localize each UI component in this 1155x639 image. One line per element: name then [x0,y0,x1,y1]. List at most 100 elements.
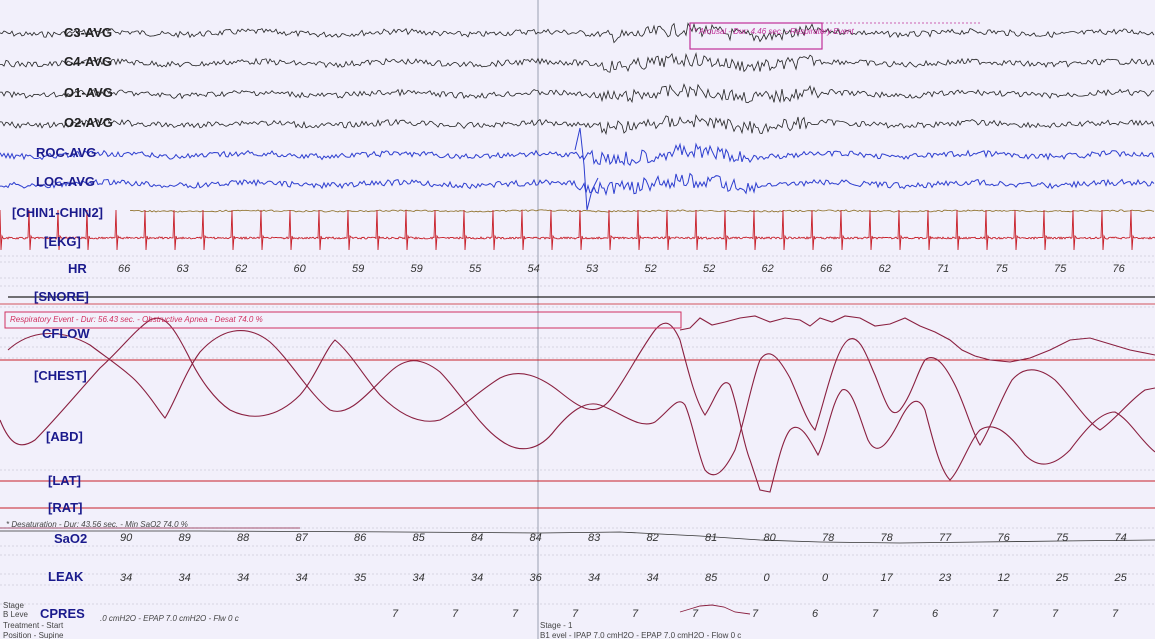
cpres-value: 6 [932,608,939,620]
leak-value: 34 [120,572,132,584]
channel-label-roc[interactable]: ROC-AVG [36,145,96,160]
leak-value: 34 [588,572,600,584]
sao2-value: 85 [413,532,426,544]
cpres-value: 7 [872,608,879,620]
footer-stage-label: Stage [3,601,24,610]
cflow-trace [679,315,1155,363]
hr-value: 75 [996,263,1009,275]
sao2-value: 90 [120,532,133,544]
leak-value: 85 [705,572,718,584]
leak-value: 0 [822,572,829,584]
leak-value: 34 [471,572,483,584]
trace-line [0,83,1155,104]
channel-label-sao2[interactable]: SaO2 [54,531,87,546]
hr-value: 75 [1054,263,1067,275]
hr-value: 60 [294,263,307,275]
cpres-value-row: 77777776767777 [392,608,1119,620]
hr-value: 59 [411,263,423,275]
cpres-value: 6 [812,608,819,620]
channel-label-c3[interactable]: C3-AVG [64,25,112,40]
footer-level-label: B Leve [3,610,28,619]
eog-spike [574,127,599,211]
cpres-value: 7 [1112,608,1119,620]
eog-traces [0,127,1155,211]
hr-value: 59 [352,263,364,275]
hr-value: 62 [762,263,774,275]
channel-label-leak[interactable]: LEAK [48,569,84,584]
ekg-line [0,209,1155,251]
chin-emg-trace [129,209,1155,213]
leak-value-row: 34 34 34 34 35 34 34 36 34 34 85 0 0 17 23 12 25 25 [120,572,1128,584]
hr-value: 62 [235,263,247,275]
trace-line [0,172,1155,196]
channel-label-cpres[interactable]: CPRES [40,606,85,621]
cpres-value: 7 [572,608,579,620]
respiratory-event-label: Respiratory Event - Dur: 56.43 sec. - Ob… [10,315,263,324]
leak-value: 25 [1055,572,1069,584]
sao2-value: 84 [471,532,483,544]
guide-lines [0,255,1155,605]
leak-value: 34 [413,572,425,584]
channel-label-ekg[interactable]: [EKG] [44,234,81,249]
sao2-value: 88 [237,532,250,544]
sao2-value: 81 [705,532,717,544]
sao2-line [0,530,1155,544]
trace-line [0,22,1155,44]
footer-treatment: Treatment - Start [3,621,64,630]
cpres-value: 7 [692,608,699,620]
sao2-value: 84 [530,532,542,544]
channel-label-cflow[interactable]: CFLOW [42,326,90,341]
channel-label-hr[interactable]: HR [68,261,87,276]
channel-label-abd[interactable]: [ABD] [46,429,83,444]
footer-setting-mid: B1 evel - IPAP 7.0 cmH2O - EPAP 7.0 cmH2… [540,631,741,639]
footer-cpres-setting: .0 cmH2O - EPAP 7.0 cmH2O - Flw 0 c [100,614,239,623]
channel-labels: C3-AVG C4-AVG O1-AVG O2-AVG ROC-AVG LOC-… [12,25,113,621]
hr-value: 52 [703,263,715,275]
leak-value: 34 [237,572,249,584]
respiratory-event-box[interactable] [4,311,682,329]
sao2-value: 89 [179,532,191,544]
hr-value: 66 [118,263,131,275]
cpres-value: 7 [752,608,759,620]
leak-value: 34 [179,572,191,584]
channel-label-o1[interactable]: O1-AVG [64,85,113,100]
trace-line [0,142,1155,167]
chest-trace [7,329,1155,476]
hr-value: 76 [1113,263,1126,275]
eeg-traces [0,22,1155,136]
abd-trace [0,317,1155,493]
desaturation-event-label: * Desaturation - Dur: 43.56 sec. - Min S… [6,520,188,529]
footer-position: Position - Supine [3,631,64,639]
trace-line [0,52,1155,73]
leak-value: 0 [764,572,771,584]
channel-label-snore[interactable]: [SNORE] [34,289,89,304]
leak-value: 36 [530,572,543,584]
cpres-value: 7 [452,608,459,620]
channel-label-c4[interactable]: C4-AVG [64,54,112,69]
trace-line [129,209,1155,213]
cpres-value: 7 [632,608,639,620]
channel-label-chin[interactable]: [CHIN1-CHIN2] [12,205,103,220]
cpres-bump [679,604,751,615]
channel-label-lat[interactable]: [LAT] [48,473,81,488]
leak-value: 12 [998,572,1010,584]
channel-label-o2[interactable]: O2-AVG [64,115,113,130]
sao2-value: 83 [588,532,601,544]
hr-value: 71 [937,263,949,275]
hr-value: 63 [177,263,190,275]
ekg-trace [0,209,1155,251]
hr-value: 54 [528,263,540,275]
hr-value: 52 [645,263,657,275]
channel-label-chest[interactable]: [CHEST] [34,368,87,383]
hr-value: 66 [820,263,833,275]
sao2-value: 86 [354,532,367,544]
channel-label-rat[interactable]: [RAT] [48,500,82,515]
sao2-value: 75 [1056,532,1069,544]
sao2-value: 87 [296,532,309,544]
sao2-value: 80 [764,532,777,544]
channel-label-loc[interactable]: LOC-AVG [36,174,95,189]
sao2-value: 82 [647,532,659,544]
sao2-value-row: 90 89 88 87 86 85 84 84 83 82 81 80 78 78 77 76 75 74 [120,532,1127,544]
